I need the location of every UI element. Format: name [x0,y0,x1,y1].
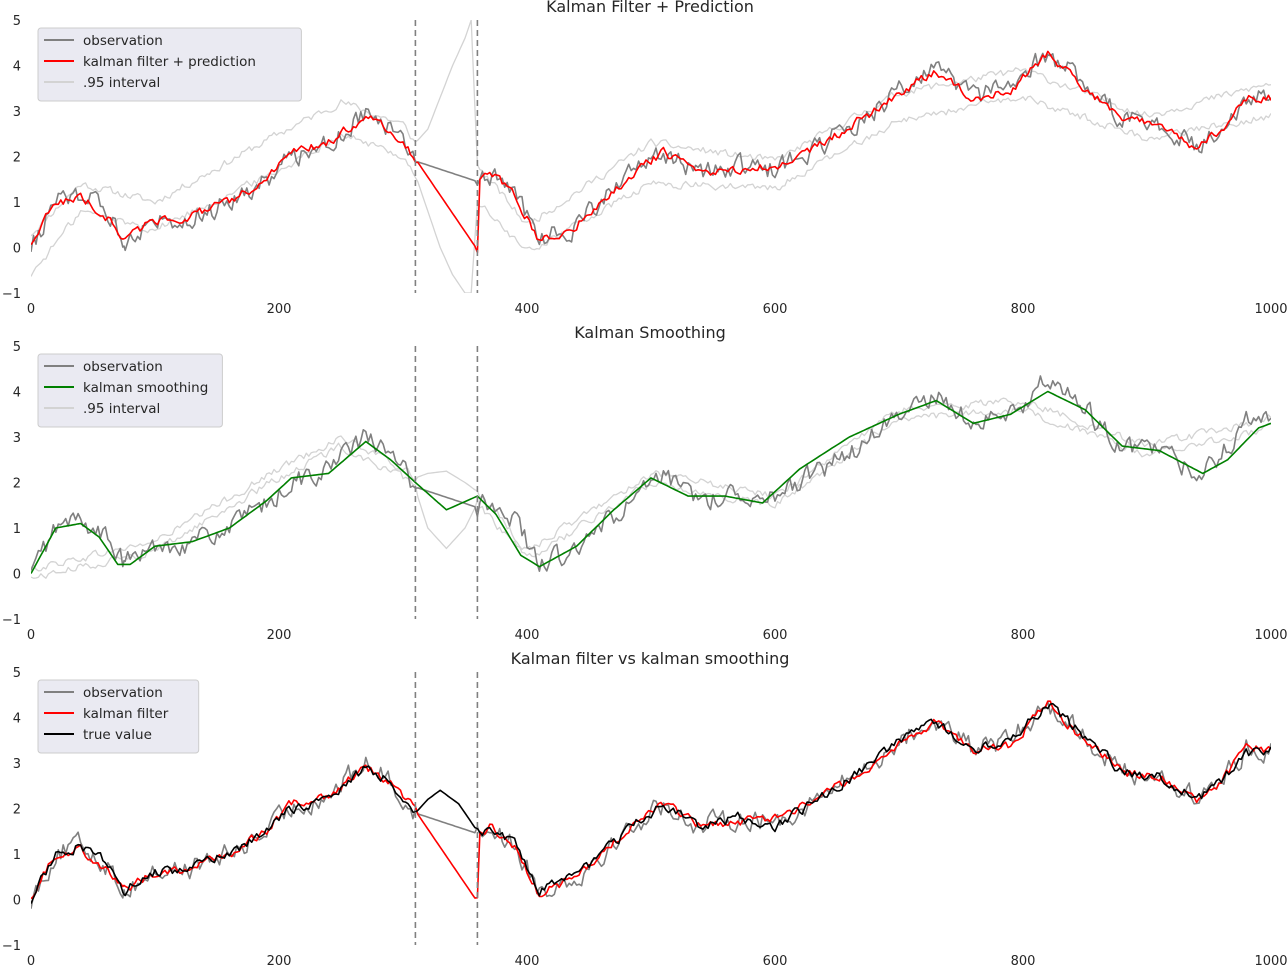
legend-label: kalman smoothing [83,380,208,396]
x-tick-label: 200 [267,628,292,643]
x-tick-label: 200 [267,954,292,968]
y-tick-label: −1 [2,287,21,302]
y-tick-label: 0 [13,242,21,257]
x-tick-label: 400 [515,954,540,968]
series-line-observation [31,700,1271,909]
chart-title: Kalman Filter + Prediction [546,0,754,16]
y-tick-label: 4 [13,712,21,727]
y-tick-label: 4 [13,386,21,401]
series-line-95-interval-lower [31,95,1271,293]
x-tick-label: 1000 [1254,954,1287,968]
chart-title: Kalman Smoothing [574,323,726,342]
x-tick-label: 600 [763,954,788,968]
legend: observation kalman smoothing .95 interval [37,353,223,428]
y-tick-label: −1 [2,939,21,954]
series-line-95-interval-lower [31,407,1271,579]
x-tick-label: 800 [1011,302,1036,317]
y-tick-label: 3 [13,757,21,772]
panel-kalman-smoothing: Kalman Smoothing 0 200 400 600 800 1000 −1 0 1 2 3… [2,323,1287,643]
x-tick-label: 600 [763,628,788,643]
plot-area [31,20,1271,293]
y-tick-label: 0 [13,894,21,909]
y-tick-label: 5 [13,340,21,355]
legend: observation kalman filter true value [37,679,200,754]
y-tick-label: 0 [13,568,21,583]
y-tick-label: 1 [13,196,21,211]
x-tick-label: 200 [267,302,292,317]
legend-label: observation [83,33,163,49]
legend-label: kalman filter [83,706,169,722]
series-line-95-interval-upper [31,20,1271,237]
y-tick-label: 5 [13,14,21,29]
series-line-kalman-filter [31,700,1271,900]
plot-area [31,700,1271,909]
chart-title: Kalman filter vs kalman smoothing [511,649,790,668]
x-tick-label: 600 [763,302,788,317]
x-tick-label: 800 [1011,954,1036,968]
y-tick-label: 1 [13,848,21,863]
x-tick-label: 0 [27,628,35,643]
y-tick-label: 1 [13,522,21,537]
y-tick-label: 2 [13,803,21,818]
legend-label: true value [83,727,152,743]
x-tick-label: 1000 [1254,628,1287,643]
series-line-95-interval-upper [31,397,1271,572]
legend-label: kalman filter + prediction [83,54,256,70]
legend-label: observation [83,685,163,701]
legend-label: .95 interval [83,75,160,91]
x-tick-label: 400 [515,302,540,317]
y-tick-label: 3 [13,431,21,446]
legend-label: observation [83,359,163,375]
series-line-kalman-filter-prediction [31,50,1271,254]
x-tick-label: 1000 [1254,302,1287,317]
panel-kalman-filter-prediction: Kalman Filter + Prediction 0 200 400 600 800… [2,0,1287,317]
y-tick-label: 3 [13,105,21,120]
x-tick-label: 400 [515,628,540,643]
x-tick-label: 0 [27,302,35,317]
panel-kalman-filter-vs-smoothing: Kalman filter vs kalman smoothing 0 200 40… [2,649,1287,968]
y-tick-label: 4 [13,60,21,75]
legend: observation kalman filter + prediction .95… [37,27,302,102]
y-tick-label: 5 [13,666,21,681]
x-tick-label: 0 [27,954,35,968]
series-line-kalman-smoothing [31,390,1271,574]
y-tick-label: 2 [13,151,21,166]
y-tick-label: 2 [13,477,21,492]
y-tick-label: −1 [2,613,21,628]
x-tick-label: 800 [1011,628,1036,643]
series-line-observation [31,375,1271,573]
legend-label: .95 interval [83,401,160,417]
plot-area [31,375,1271,579]
series-line-true-value [31,702,1271,904]
